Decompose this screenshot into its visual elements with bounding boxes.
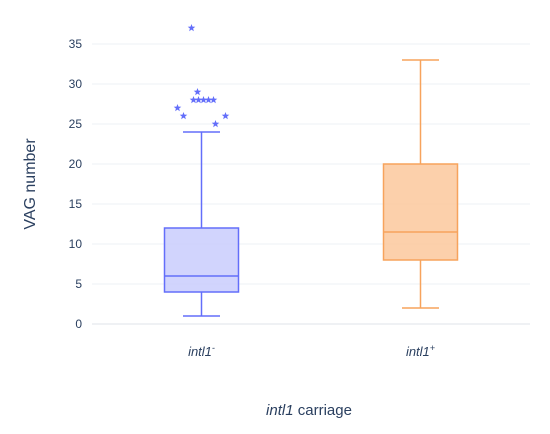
y-tick-label-20: 20 [69, 157, 83, 171]
outlier-point [211, 120, 220, 128]
x-axis-label: intl1 carriage [266, 402, 352, 419]
y-axis-ticks: 0 5 10 15 20 25 30 35 [69, 37, 83, 331]
outlier-point [199, 96, 208, 104]
x-tick-label-superscript: - [212, 343, 215, 353]
y-tick-label-0: 0 [75, 317, 82, 331]
gridlines [92, 43, 530, 325]
x-axis-label-rest: carriage [294, 402, 352, 419]
outlier-point [187, 24, 196, 32]
outlier-point [193, 88, 202, 96]
iqr-box [163, 227, 240, 293]
x-tick-label-base: intl1 [188, 344, 212, 359]
box-group-2 [382, 59, 459, 309]
x-tick-label-1: intl1- [188, 343, 215, 359]
outlier-point [204, 96, 213, 104]
x-tick-label-superscript: + [430, 343, 435, 353]
x-tick-label-2: intl1+ [406, 343, 435, 359]
y-tick-label-25: 25 [69, 117, 83, 131]
x-axis-ticks: intl1- intl1+ [188, 343, 435, 359]
outlier-point [209, 96, 218, 104]
outlier-point [173, 104, 182, 112]
box-group-1 [163, 24, 240, 317]
y-tick-label-30: 30 [69, 77, 83, 91]
x-tick-label-base: intl1 [406, 344, 430, 359]
x-axis-label-gene: intl1 [266, 402, 294, 419]
y-tick-label-35: 35 [69, 37, 83, 51]
iqr-box [382, 163, 459, 261]
outlier-point [194, 96, 203, 104]
y-tick-label-15: 15 [69, 197, 83, 211]
boxes [163, 24, 459, 317]
y-tick-label-10: 10 [69, 237, 83, 251]
outlier-point [179, 112, 188, 120]
outlier-point [189, 96, 198, 104]
y-axis-label: VAG number [22, 138, 39, 230]
y-tick-label-5: 5 [75, 277, 82, 291]
outlier-point [221, 112, 230, 120]
